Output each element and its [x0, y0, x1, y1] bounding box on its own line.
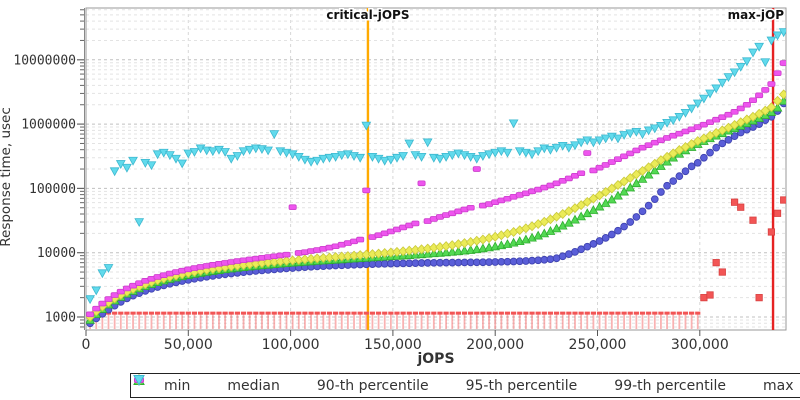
legend-item-99th: 99-th percentile [134, 377, 726, 394]
svg-text:max-jOP: max-jOP [728, 8, 785, 22]
legend: min median 90-th percentile 95-th percen… [130, 373, 800, 398]
legend-label-90th: 90-th percentile [316, 377, 429, 394]
svg-text:10000000: 10000000 [13, 53, 76, 68]
x-axis-title: jOPS [417, 351, 455, 367]
svg-text:150,000: 150,000 [364, 337, 422, 353]
svg-text:200,000: 200,000 [466, 337, 524, 353]
legend-item-95th: 95-th percentile [133, 374, 578, 394]
svg-text:1000: 1000 [45, 311, 76, 326]
median-marker-icon [134, 375, 221, 392]
legend-label-99th: 99-th percentile [614, 377, 726, 394]
svg-text:1000000: 1000000 [21, 118, 76, 133]
legend-label-95th: 95-th percentile [465, 377, 578, 394]
legend-item-min: min [134, 375, 191, 394]
svg-text:100,000: 100,000 [262, 337, 320, 353]
legend-label-min: min [164, 377, 191, 394]
svg-text:250,000: 250,000 [569, 337, 627, 353]
legend-item-max: max [133, 375, 794, 394]
legend-label-median: median [227, 377, 280, 394]
legend-item-90th: 90-th percentile [133, 374, 429, 394]
legend-label-max: max [763, 377, 794, 394]
p99-marker-icon [134, 377, 608, 392]
svg-text:50,000: 50,000 [164, 337, 213, 353]
svg-text:10000: 10000 [37, 246, 76, 261]
svg-text:100000: 100000 [29, 182, 76, 197]
svg-text:critical-jOPS: critical-jOPS [326, 8, 409, 22]
legend-item-median: median [134, 375, 280, 394]
p95-marker-icon [133, 374, 460, 392]
max-marker-icon [133, 375, 757, 392]
svg-text:300,000: 300,000 [671, 337, 729, 353]
y-axis-title: Response time, usec [0, 107, 14, 247]
chart-canvas: 1000 10000 100000 1000000 10000000 0 50,000 100… [13, 7, 787, 353]
svg-text:0: 0 [82, 337, 91, 353]
p90-marker-icon [133, 374, 311, 392]
